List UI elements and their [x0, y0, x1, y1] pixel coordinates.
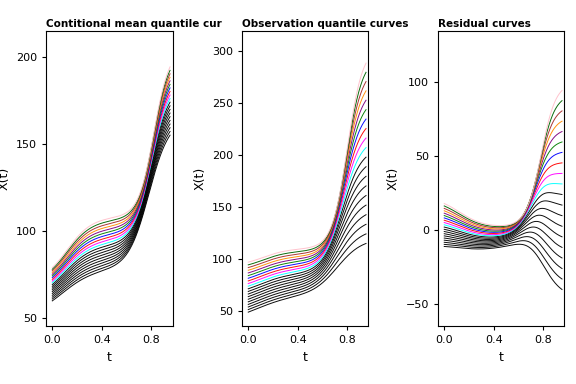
Text: Residual curves: Residual curves	[438, 18, 531, 28]
Y-axis label: X(t): X(t)	[387, 167, 400, 190]
Y-axis label: X(t): X(t)	[194, 167, 206, 190]
X-axis label: t: t	[499, 351, 503, 364]
Text: Contitional mean quantile cur: Contitional mean quantile cur	[46, 18, 222, 28]
X-axis label: t: t	[107, 351, 112, 364]
Y-axis label: X(t): X(t)	[0, 167, 10, 190]
Text: Observation quantile curves: Observation quantile curves	[242, 18, 408, 28]
X-axis label: t: t	[303, 351, 308, 364]
